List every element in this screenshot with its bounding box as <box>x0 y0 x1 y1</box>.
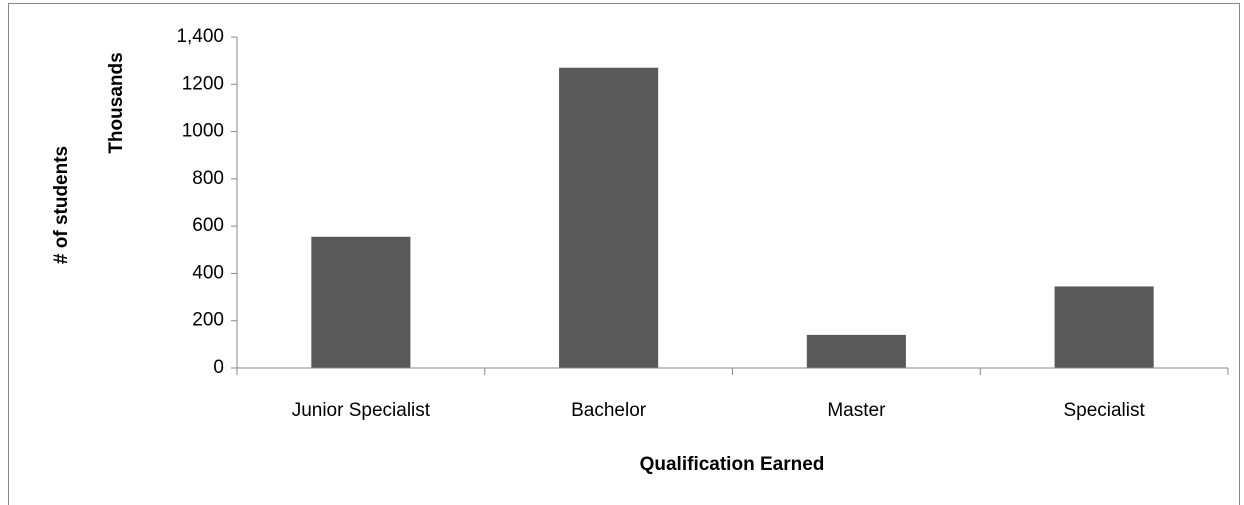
y-tick-label: 800 <box>192 168 224 189</box>
x-tick-label: Specialist <box>1063 400 1145 421</box>
bar <box>559 67 659 368</box>
x-tick-label: Junior Specialist <box>292 400 431 421</box>
x-tick-label: Master <box>827 400 886 421</box>
bar <box>1054 286 1154 368</box>
y-tick-label: 1000 <box>182 121 224 142</box>
y-tick-label: 0 <box>213 357 224 378</box>
y-tick-label: 1200 <box>182 73 224 94</box>
chart-frame <box>8 3 1240 505</box>
y-axis-label: # of students <box>51 146 72 264</box>
y-tick-label: 400 <box>192 262 224 283</box>
y-tick-label: 1,400 <box>176 26 224 47</box>
y-tick-label: 600 <box>192 215 224 236</box>
x-axis-label: Qualification Earned <box>640 454 825 475</box>
bar <box>311 236 411 368</box>
x-tick-label: Bachelor <box>571 400 647 421</box>
y-tick-label: 200 <box>192 310 224 331</box>
bar <box>806 334 906 368</box>
y-axis-unit: Thousands <box>106 52 127 153</box>
